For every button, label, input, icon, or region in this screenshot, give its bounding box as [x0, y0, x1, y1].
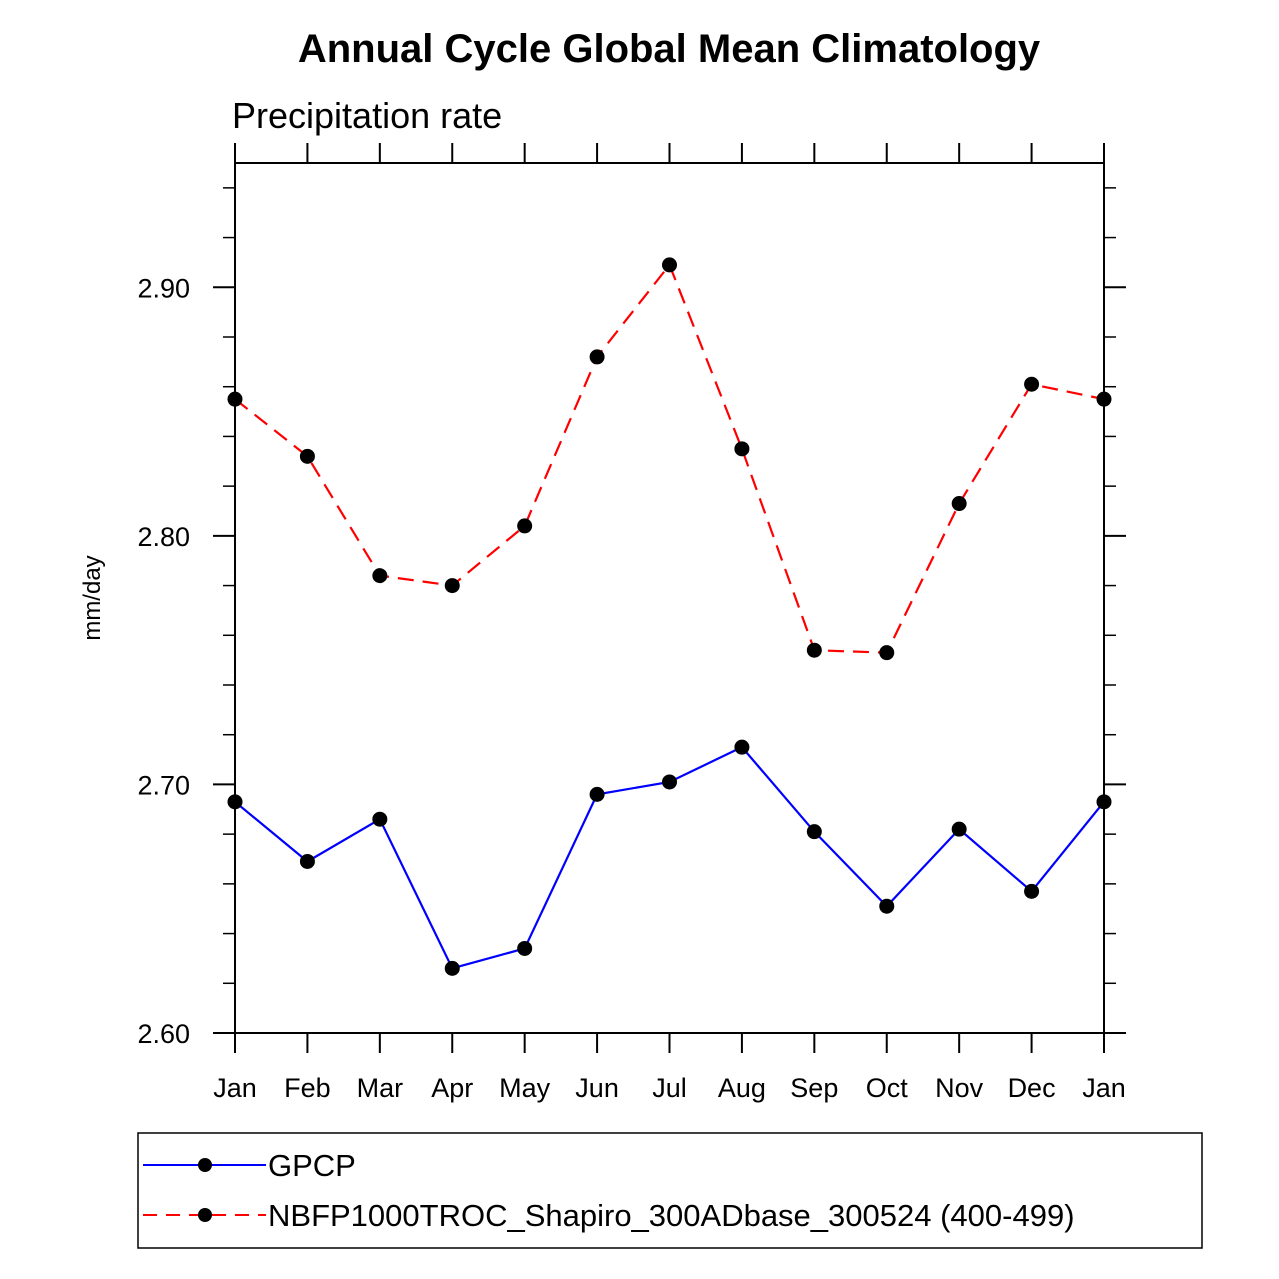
data-point	[444, 960, 460, 976]
data-point	[662, 257, 677, 273]
series-0	[227, 739, 1112, 976]
data-point	[517, 518, 533, 534]
series-layer	[227, 257, 1112, 976]
data-point	[589, 349, 605, 365]
y-tick-label: 2.60	[137, 1019, 190, 1049]
x-tick-label: Nov	[935, 1073, 984, 1103]
x-tick-label: Jan	[213, 1073, 257, 1103]
data-point	[1024, 376, 1040, 392]
data-point	[806, 642, 822, 658]
data-point	[951, 821, 967, 837]
series-1	[227, 257, 1112, 661]
data-point	[589, 786, 605, 802]
axis-ticks	[213, 143, 1126, 1053]
x-tick-label: Apr	[431, 1073, 473, 1103]
x-tick-label: Jan	[1082, 1073, 1126, 1103]
data-point	[734, 739, 750, 755]
legend-box	[137, 1132, 1203, 1249]
y-tick-label: 2.80	[137, 522, 190, 552]
x-tick-labels: Jan Feb Mar Apr May Jun Jul Aug Sep Oct Nov Dec Jan	[213, 1073, 1126, 1103]
series-line	[234, 262, 1105, 654]
legend-item: GPCP	[143, 1148, 356, 1183]
y-tick-label: 2.90	[137, 273, 190, 303]
data-point	[662, 774, 677, 790]
legend-label: NBFP1000TROC_Shapiro_300ADbase_300524 (4…	[268, 1198, 1075, 1233]
x-tick-label: May	[499, 1073, 551, 1103]
data-point	[951, 496, 967, 512]
x-tick-label: Jun	[575, 1073, 619, 1103]
y-axis-label: mm/day	[79, 555, 106, 640]
x-tick-label: Jul	[652, 1073, 687, 1103]
data-point	[299, 448, 315, 464]
y-tick-label: 2.70	[137, 770, 190, 800]
x-tick-label: Feb	[284, 1073, 331, 1103]
y-tick-labels: 2.60 2.70 2.80 2.90	[137, 273, 190, 1049]
chart-subtitle: Precipitation rate	[232, 95, 502, 136]
x-tick-label: Dec	[1008, 1073, 1056, 1103]
data-point	[517, 940, 533, 956]
legend-item: NBFP1000TROC_Shapiro_300ADbase_300524 (4…	[143, 1198, 1075, 1233]
data-point	[1024, 883, 1040, 899]
x-tick-label: Sep	[790, 1073, 838, 1103]
chart-title: Annual Cycle Global Mean Climatology	[298, 27, 1041, 71]
data-point	[372, 811, 388, 827]
x-tick-label: Mar	[357, 1073, 404, 1103]
legend-label: GPCP	[268, 1148, 356, 1183]
data-point	[879, 645, 895, 661]
data-point	[444, 578, 460, 594]
legend-marker	[198, 1158, 212, 1172]
legend: GPCP NBFP1000TROC_Shapiro_300ADbase_30052…	[137, 1132, 1203, 1249]
data-point	[372, 568, 388, 584]
data-point	[806, 824, 822, 840]
x-tick-label: Oct	[866, 1073, 909, 1103]
data-point	[734, 441, 750, 457]
x-tick-label: Aug	[718, 1073, 766, 1103]
legend-marker	[198, 1208, 212, 1222]
plot-frame	[234, 162, 1105, 1034]
data-point	[879, 898, 895, 914]
data-point	[299, 853, 315, 869]
